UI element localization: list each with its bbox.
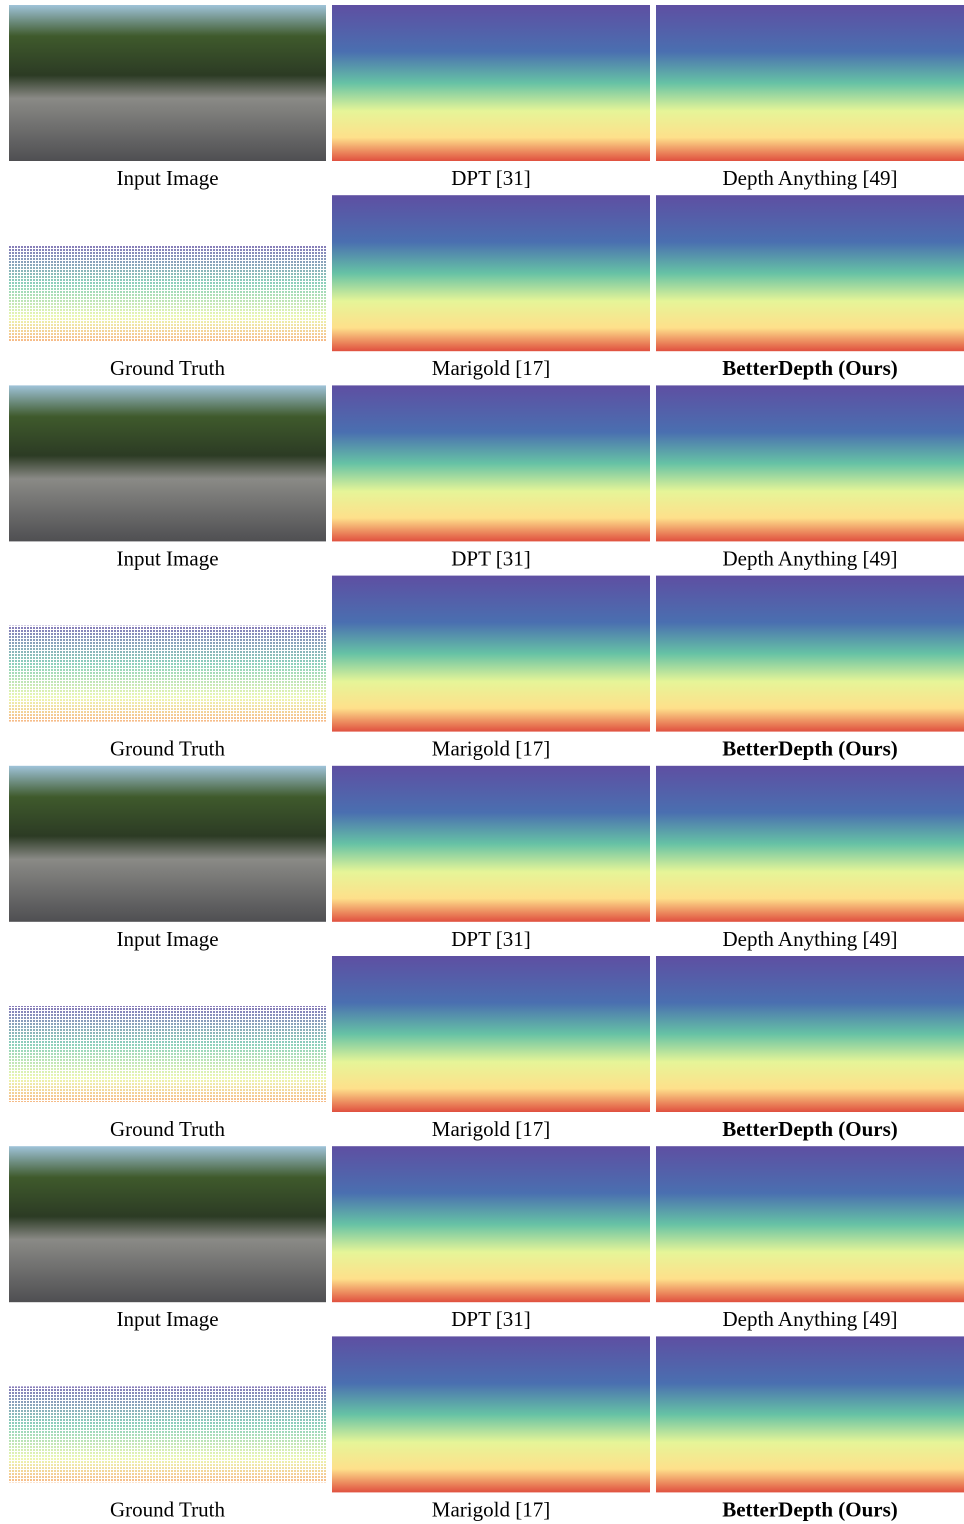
caption: BetterDepth (Ours) (722, 356, 898, 380)
caption: Marigold [17] (432, 1117, 550, 1141)
caption: Ground Truth (110, 1497, 225, 1521)
caption: Depth Anything [49] (723, 927, 898, 951)
caption: Input Image (116, 166, 218, 190)
depth-map (656, 1146, 964, 1302)
page: Input Image DPT [31] Depth Anything [49] Gr… (0, 0, 964, 1524)
gt-points (9, 245, 326, 341)
input-image (9, 5, 326, 161)
depth-map (332, 766, 650, 922)
ground-truth-image (9, 1386, 326, 1482)
depth-map (332, 5, 650, 161)
caption: Depth Anything [49] (723, 1307, 898, 1331)
ground-truth-image (9, 1006, 326, 1102)
caption: Input Image (116, 1307, 218, 1331)
caption: Marigold [17] (432, 356, 550, 380)
caption: Marigold [17] (432, 737, 550, 761)
caption: Marigold [17] (432, 1497, 550, 1521)
caption: Ground Truth (110, 737, 225, 761)
caption: Ground Truth (110, 356, 225, 380)
input-image (9, 385, 326, 541)
depth-map (656, 766, 964, 922)
ground-truth-image (9, 245, 326, 341)
caption: Ground Truth (110, 1117, 225, 1141)
caption: Depth Anything [49] (723, 166, 898, 190)
caption: DPT [31] (451, 1307, 531, 1331)
depth-map (656, 576, 964, 732)
figure: Input Image DPT [31] Depth Anything [49] Gr… (0, 0, 964, 1524)
caption: BetterDepth (Ours) (722, 1497, 898, 1521)
gt-points (9, 626, 326, 722)
caption: BetterDepth (Ours) (722, 737, 898, 761)
depth-map (656, 956, 964, 1112)
caption: Depth Anything [49] (723, 546, 898, 570)
depth-map (656, 1336, 964, 1492)
caption: DPT [31] (451, 927, 531, 951)
caption: Input Image (116, 546, 218, 570)
caption: DPT [31] (451, 546, 531, 570)
input-image (9, 766, 326, 922)
input-image (9, 1146, 326, 1302)
depth-map (656, 5, 964, 161)
depth-map (332, 195, 650, 351)
caption: Input Image (116, 927, 218, 951)
caption: DPT [31] (451, 166, 531, 190)
depth-map (332, 385, 650, 541)
ground-truth-image (9, 626, 326, 722)
depth-map (332, 956, 650, 1112)
depth-map (332, 576, 650, 732)
gt-points (9, 1006, 326, 1102)
gt-points (9, 1386, 326, 1482)
depth-map (332, 1336, 650, 1492)
depth-map (656, 195, 964, 351)
caption: BetterDepth (Ours) (722, 1117, 898, 1141)
depth-map (656, 385, 964, 541)
depth-map (332, 1146, 650, 1302)
